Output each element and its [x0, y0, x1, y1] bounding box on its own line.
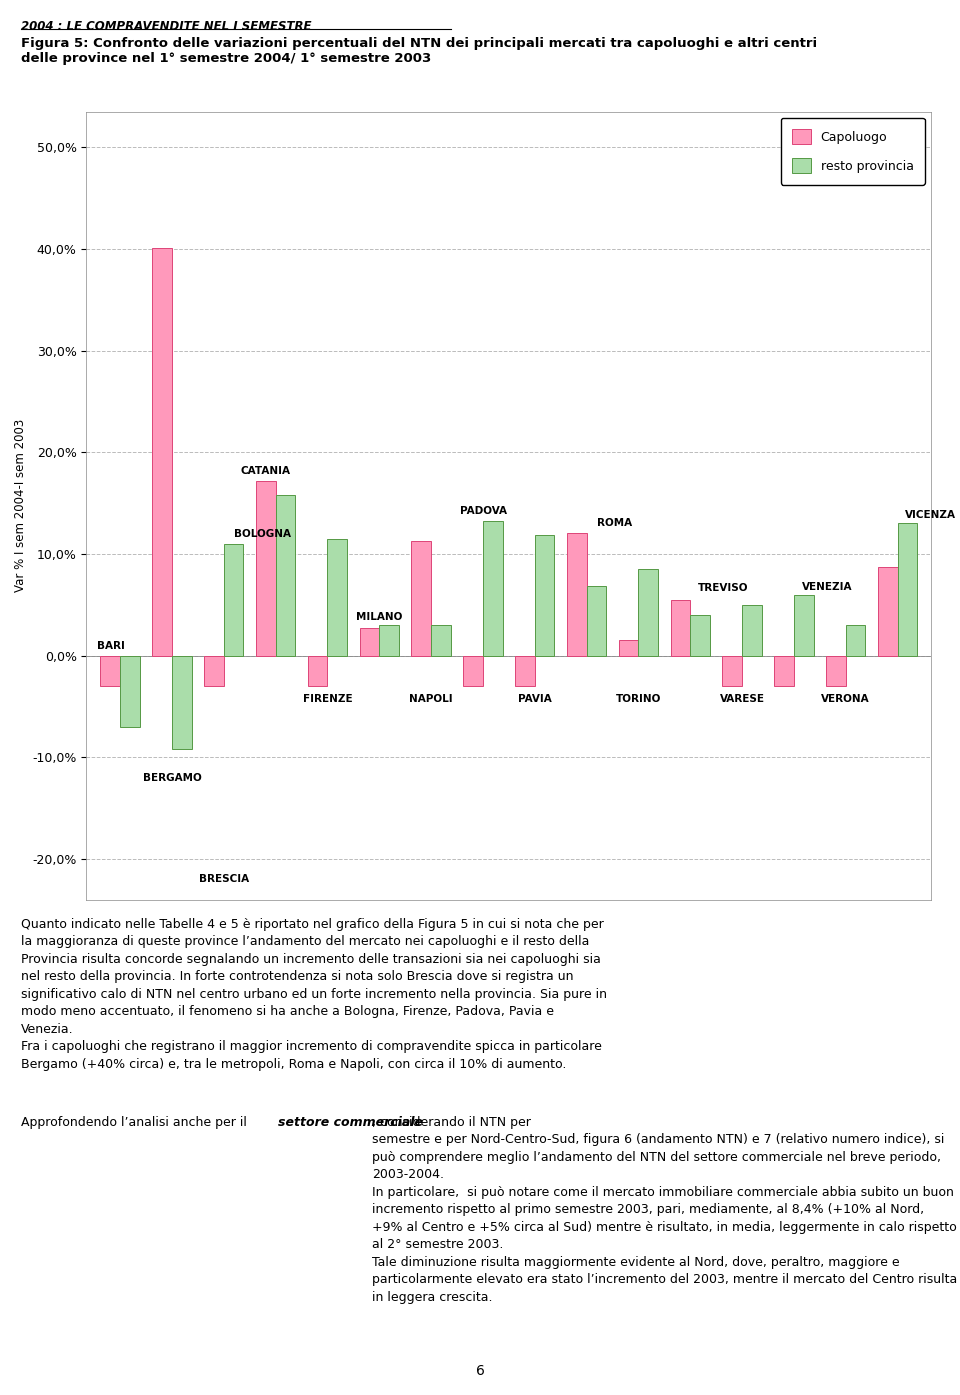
Bar: [483, 522, 503, 656]
Bar: [256, 481, 276, 656]
Bar: [101, 656, 120, 686]
Text: , considerando il NTN per
semestre e per Nord-Centro-Sud, figura 6 (andamento NT: , considerando il NTN per semestre e per…: [372, 1116, 958, 1304]
Bar: [670, 600, 690, 656]
Bar: [846, 625, 865, 656]
Bar: [618, 640, 638, 656]
Text: 6: 6: [475, 1364, 485, 1378]
Text: settore commerciale: settore commerciale: [278, 1116, 423, 1129]
Text: NAPOLI: NAPOLI: [409, 695, 453, 704]
Text: FIRENZE: FIRENZE: [302, 695, 352, 704]
Bar: [877, 568, 898, 656]
Text: VARESE: VARESE: [720, 695, 764, 704]
Legend: Capoluogo, resto provincia: Capoluogo, resto provincia: [780, 117, 924, 184]
Bar: [515, 656, 535, 686]
Text: Figura 5: Confronto delle variazioni percentuali del NTN dei principali mercati : Figura 5: Confronto delle variazioni per…: [21, 36, 817, 50]
Bar: [774, 656, 794, 686]
Bar: [153, 248, 172, 656]
Text: BARI: BARI: [97, 640, 125, 650]
Text: PAVIA: PAVIA: [517, 695, 552, 704]
Bar: [379, 625, 399, 656]
Bar: [794, 594, 813, 656]
Bar: [120, 656, 140, 727]
Text: VICENZA: VICENZA: [905, 511, 956, 520]
Text: delle province nel 1° semestre 2004/ 1° semestre 2003: delle province nel 1° semestre 2004/ 1° …: [21, 52, 431, 66]
Text: TREVISO: TREVISO: [698, 583, 749, 593]
Bar: [204, 656, 224, 686]
Bar: [566, 533, 587, 656]
Bar: [308, 656, 327, 686]
Text: BRESCIA: BRESCIA: [199, 875, 249, 884]
Bar: [412, 541, 431, 656]
Bar: [431, 625, 451, 656]
Text: VENEZIA: VENEZIA: [802, 582, 852, 591]
Bar: [587, 586, 606, 656]
Bar: [898, 523, 917, 656]
Text: MILANO: MILANO: [356, 612, 402, 622]
Bar: [826, 656, 846, 686]
Text: Quanto indicato nelle Tabelle 4 e 5 è riportato nel grafico della Figura 5 in cu: Quanto indicato nelle Tabelle 4 e 5 è ri…: [21, 918, 607, 1088]
Bar: [535, 534, 555, 656]
Bar: [327, 538, 348, 656]
Bar: [463, 656, 483, 686]
Y-axis label: Var % I sem 2004-I sem 2003: Var % I sem 2004-I sem 2003: [13, 418, 27, 593]
Bar: [276, 495, 296, 656]
Text: BOLOGNA: BOLOGNA: [234, 529, 291, 538]
Text: PADOVA: PADOVA: [460, 506, 507, 516]
Text: 2004 : LE COMPRAVENDITE NEL I SEMESTRE: 2004 : LE COMPRAVENDITE NEL I SEMESTRE: [21, 20, 312, 33]
Bar: [638, 569, 658, 656]
Text: BERGAMO: BERGAMO: [142, 773, 202, 783]
Text: ROMA: ROMA: [597, 518, 632, 527]
Bar: [722, 656, 742, 686]
Bar: [690, 615, 709, 656]
Bar: [742, 605, 761, 656]
Bar: [172, 656, 192, 749]
Text: TORINO: TORINO: [615, 695, 661, 704]
Text: VERONA: VERONA: [822, 695, 870, 704]
Bar: [224, 544, 244, 656]
Text: CATANIA: CATANIA: [240, 466, 290, 476]
Bar: [360, 628, 379, 656]
Text: Approfondendo l’analisi anche per il: Approfondendo l’analisi anche per il: [21, 1116, 251, 1129]
